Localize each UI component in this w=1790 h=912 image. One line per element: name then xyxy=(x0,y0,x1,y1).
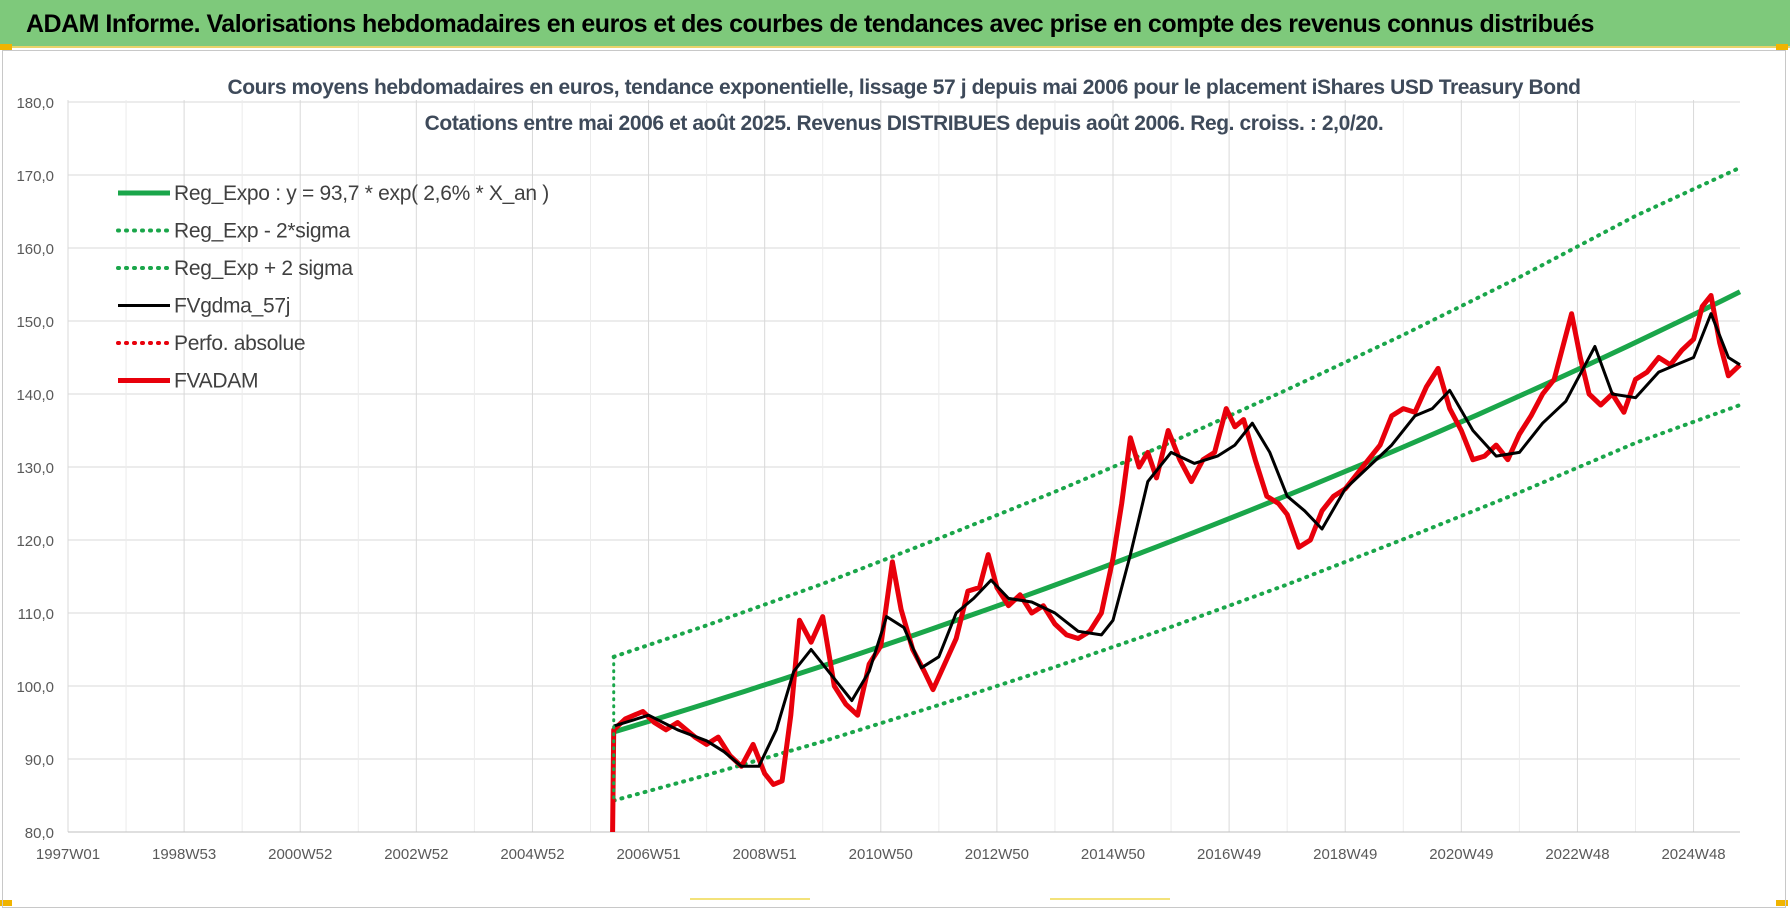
y-tick-label: 100,0 xyxy=(16,679,54,696)
series-line-5 xyxy=(610,293,1742,833)
chart-title: Cours moyens hebdomadaires en euros, ten… xyxy=(227,76,1581,99)
series-lines xyxy=(610,165,1742,833)
corner-mark-left xyxy=(0,44,12,50)
corner-mark-bottom-left xyxy=(0,900,12,906)
x-tick-label: 2020W49 xyxy=(1429,846,1493,863)
bottom-mark-1 xyxy=(690,898,810,900)
legend-label-3: FVgdma_57j xyxy=(174,295,290,318)
series-line-1 xyxy=(611,403,1742,803)
chart-frame xyxy=(2,50,1786,908)
x-tick-label: 2004W52 xyxy=(500,846,564,863)
x-tick-label: 2008W51 xyxy=(733,846,797,863)
legend-label-4: Perfo. absolue xyxy=(174,332,305,355)
x-tick-label: 2010W50 xyxy=(849,846,913,863)
y-tick-label: 180,0 xyxy=(16,95,54,112)
legend-label-5: FVADAM xyxy=(174,370,258,393)
x-tick-label: 2022W48 xyxy=(1545,846,1609,863)
x-tick-label: 2016W49 xyxy=(1197,846,1261,863)
x-tick-label: 2002W52 xyxy=(384,846,448,863)
header-banner: ADAM Informe. Valorisations hebdomadaire… xyxy=(0,0,1790,48)
series-line-2 xyxy=(611,165,1742,659)
legend-label-0: Reg_Expo : y = 93,7 * exp( 2,6% * X_an ) xyxy=(174,182,549,205)
legend-label-2: Reg_Exp + 2 sigma xyxy=(174,257,353,280)
y-tick-label: 90,0 xyxy=(25,752,54,769)
x-tick-label: 2018W49 xyxy=(1313,846,1377,863)
bottom-mark-2 xyxy=(1050,898,1170,900)
y-tick-label: 170,0 xyxy=(16,168,54,185)
x-tick-label: 2012W50 xyxy=(965,846,1029,863)
chart-subtitle: Cotations entre mai 2006 et août 2025. R… xyxy=(424,112,1384,135)
corner-mark-right xyxy=(1776,44,1788,50)
x-tick-label: 1998W53 xyxy=(152,846,216,863)
x-tick-label: 2000W52 xyxy=(268,846,332,863)
y-tick-label: 150,0 xyxy=(16,314,54,331)
y-tick-label: 80,0 xyxy=(25,825,54,842)
corner-mark-bottom-right xyxy=(1776,900,1788,906)
y-axis-ticks: 80,0 90,0 100,0 110,0 120,0 130,0 140,0 150,0 16… xyxy=(16,95,54,842)
legend-label-1: Reg_Exp - 2*sigma xyxy=(174,220,350,243)
y-tick-label: 120,0 xyxy=(16,533,54,550)
page-title: ADAM Informe. Valorisations hebdomadaire… xyxy=(26,10,1594,38)
legend: Reg_Expo : y = 93,7 * exp( 2,6% * X_an )… xyxy=(116,182,549,393)
x-tick-label: 2006W51 xyxy=(616,846,680,863)
series-line-3 xyxy=(613,312,1741,768)
y-tick-label: 130,0 xyxy=(16,460,54,477)
x-tick-label: 1997W01 xyxy=(36,846,100,863)
y-tick-label: 140,0 xyxy=(16,387,54,404)
grid-lines xyxy=(67,100,1740,833)
x-tick-label: 2024W48 xyxy=(1661,846,1725,863)
y-tick-label: 110,0 xyxy=(18,606,54,623)
series-line-0 xyxy=(612,289,1742,735)
x-axis-ticks: 1997W01 1998W53 2000W52 2002W52 2004W52 2006W… xyxy=(36,846,1726,863)
y-tick-label: 160,0 xyxy=(16,241,54,258)
x-tick-label: 2014W50 xyxy=(1081,846,1145,863)
